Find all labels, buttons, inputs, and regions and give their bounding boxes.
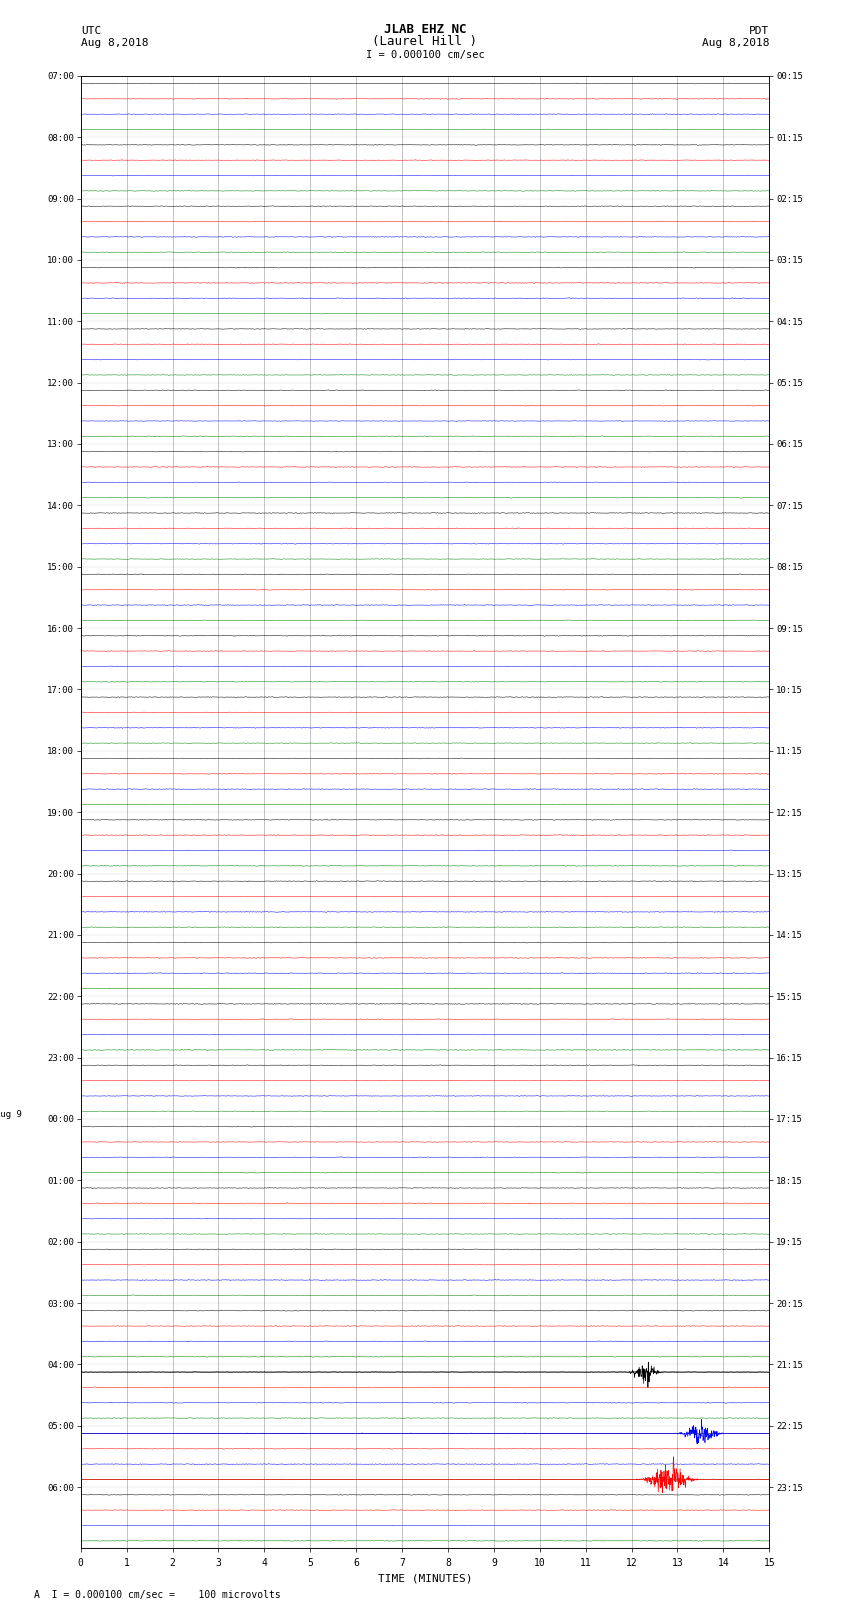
Text: UTC: UTC bbox=[81, 26, 101, 37]
Text: (Laurel Hill ): (Laurel Hill ) bbox=[372, 35, 478, 48]
Text: JLAB EHZ NC: JLAB EHZ NC bbox=[383, 23, 467, 37]
Text: A  I = 0.000100 cm/sec =    100 microvolts: A I = 0.000100 cm/sec = 100 microvolts bbox=[34, 1590, 280, 1600]
Text: Aug 8,2018: Aug 8,2018 bbox=[702, 39, 769, 48]
X-axis label: TIME (MINUTES): TIME (MINUTES) bbox=[377, 1573, 473, 1582]
Text: Aug 9: Aug 9 bbox=[0, 1110, 22, 1119]
Text: PDT: PDT bbox=[749, 26, 769, 37]
Text: I = 0.000100 cm/sec: I = 0.000100 cm/sec bbox=[366, 50, 484, 60]
Text: Aug 8,2018: Aug 8,2018 bbox=[81, 39, 148, 48]
